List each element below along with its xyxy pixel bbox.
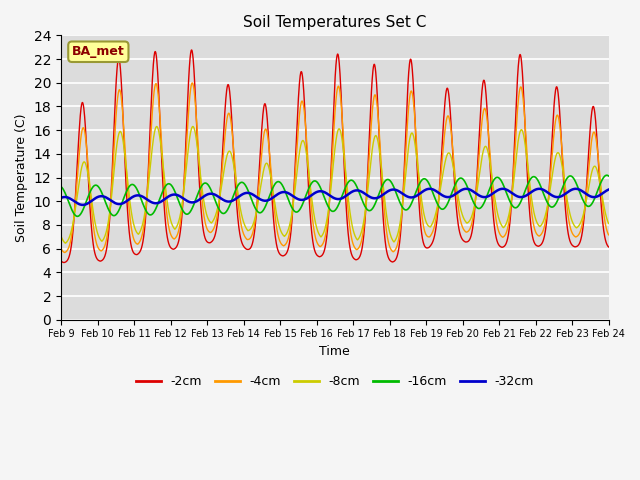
-32cm: [426, 186, 434, 192]
-8cm: [189, 123, 196, 129]
-16cm: [605, 173, 612, 179]
-8cm: [61, 240, 69, 246]
-4cm: [188, 80, 196, 86]
-2cm: [572, 244, 580, 250]
-4cm: [572, 234, 580, 240]
-32cm: [495, 187, 502, 193]
-16cm: [603, 172, 611, 178]
-4cm: [557, 131, 564, 136]
-8cm: [211, 216, 218, 222]
X-axis label: Time: Time: [319, 345, 350, 358]
-8cm: [605, 221, 612, 227]
-2cm: [60, 260, 68, 265]
Line: -4cm: -4cm: [61, 83, 609, 252]
-2cm: [605, 244, 612, 250]
-2cm: [557, 125, 564, 131]
-2cm: [188, 47, 195, 53]
-2cm: [57, 258, 65, 264]
-2cm: [211, 235, 218, 240]
-4cm: [351, 245, 359, 251]
-8cm: [557, 156, 564, 161]
-32cm: [79, 202, 86, 208]
Line: -8cm: -8cm: [61, 126, 609, 243]
-4cm: [61, 250, 68, 255]
-8cm: [57, 233, 65, 239]
-16cm: [351, 180, 358, 186]
-16cm: [363, 206, 371, 212]
-2cm: [495, 241, 502, 247]
-4cm: [605, 232, 612, 238]
-16cm: [557, 191, 564, 196]
-32cm: [210, 192, 218, 197]
-4cm: [363, 190, 371, 195]
-8cm: [495, 214, 502, 219]
-2cm: [363, 186, 371, 192]
-4cm: [211, 225, 218, 230]
-8cm: [351, 233, 359, 239]
-16cm: [494, 175, 502, 180]
-16cm: [74, 214, 81, 219]
Title: Soil Temperatures Set C: Soil Temperatures Set C: [243, 15, 426, 30]
-2cm: [351, 256, 359, 262]
-8cm: [363, 195, 371, 201]
-16cm: [572, 179, 579, 185]
Line: -16cm: -16cm: [61, 175, 609, 216]
-32cm: [572, 186, 580, 192]
-32cm: [57, 195, 65, 201]
-32cm: [363, 192, 371, 198]
Y-axis label: Soil Temperature (C): Soil Temperature (C): [15, 113, 28, 242]
-32cm: [557, 193, 564, 199]
-32cm: [351, 188, 358, 193]
-4cm: [495, 227, 502, 233]
Text: BA_met: BA_met: [72, 45, 125, 58]
-4cm: [57, 246, 65, 252]
Line: -32cm: -32cm: [61, 189, 609, 205]
-16cm: [57, 184, 65, 190]
-16cm: [210, 194, 218, 200]
-8cm: [572, 225, 580, 230]
-32cm: [605, 187, 612, 192]
Legend: -2cm, -4cm, -8cm, -16cm, -32cm: -2cm, -4cm, -8cm, -16cm, -32cm: [131, 370, 539, 393]
Line: -2cm: -2cm: [61, 50, 609, 263]
